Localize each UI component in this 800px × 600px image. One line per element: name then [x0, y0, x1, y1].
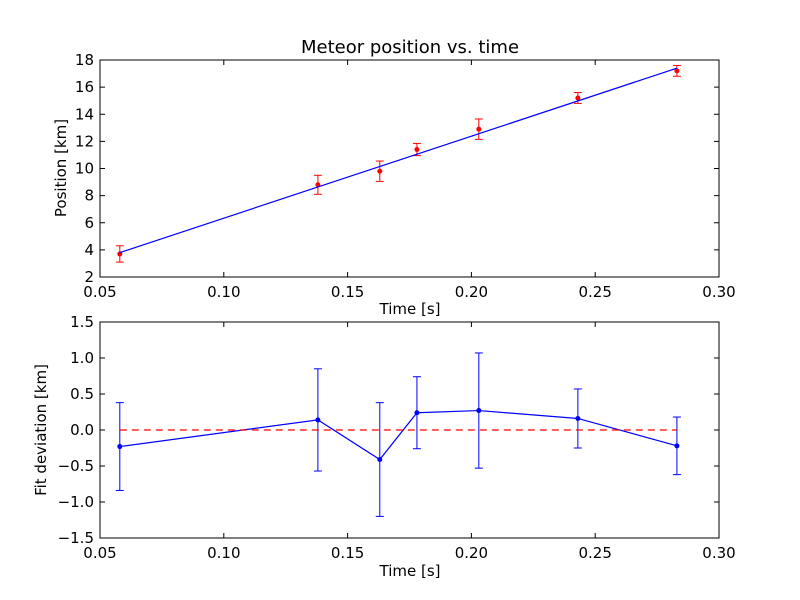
data-point	[476, 126, 482, 132]
x-tick-label: 0.10	[207, 544, 240, 562]
y-tick-label: −1.0	[58, 493, 94, 511]
x-tick-label: 0.15	[331, 283, 364, 301]
y-tick-label: 18	[75, 51, 94, 69]
y-tick-label: 10	[75, 160, 94, 178]
y-tick-label: 0.0	[70, 421, 94, 439]
data-point	[377, 168, 383, 174]
x-axis-label: Time [s]	[379, 300, 441, 318]
plot-frame	[99, 321, 720, 539]
y-tick-label: 8	[84, 187, 94, 205]
x-tick-label: 0.15	[331, 544, 364, 562]
y-tick-label: 0.5	[70, 385, 94, 403]
position-plot: Meteor position vs. time Time [s] Positi…	[52, 37, 736, 318]
x-tick-label: 0.25	[578, 544, 611, 562]
y-axis-label: Position [km]	[52, 119, 70, 217]
x-tick-label: 0.10	[207, 283, 240, 301]
y-axis-label: Fit deviation [km]	[32, 364, 50, 496]
y-tick-label: −0.5	[58, 457, 94, 475]
y-tick-label: 14	[75, 105, 94, 123]
x-tick-label: 0.05	[83, 544, 116, 562]
x-axis-label: Time [s]	[379, 562, 441, 580]
y-tick-label: 4	[84, 241, 94, 259]
data-point	[674, 443, 680, 449]
y-tick-label: 6	[84, 214, 94, 232]
data-point	[377, 457, 383, 463]
data-point	[674, 68, 680, 74]
y-tick-label: −1.5	[58, 529, 94, 547]
deviation-plot: Time [s] Fit deviation [km] 0.05 0.10 0.15…	[32, 313, 736, 580]
plot-frame	[99, 59, 720, 278]
data-point	[117, 444, 123, 450]
data-point	[414, 410, 420, 416]
x-tick-label: 0.30	[702, 283, 735, 301]
y-tick-label: 2	[84, 268, 94, 286]
x-tick-label: 0.05	[83, 283, 116, 301]
data-point	[315, 417, 321, 423]
data-point	[476, 408, 482, 414]
fit-line	[119, 67, 678, 254]
y-tick-label: 16	[75, 78, 94, 96]
y-tick-label: 12	[75, 132, 94, 150]
y-tick-label: 1.0	[70, 349, 94, 367]
chart-title: Meteor position vs. time	[301, 37, 519, 58]
x-tick-label: 0.20	[455, 283, 488, 301]
y-tick-label: 1.5	[70, 313, 94, 331]
x-tick-label: 0.20	[455, 544, 488, 562]
data-point	[575, 95, 581, 101]
data-point	[414, 147, 420, 153]
data-point	[575, 415, 581, 421]
x-tick-label: 0.30	[702, 544, 735, 562]
x-tick-label: 0.25	[578, 283, 611, 301]
